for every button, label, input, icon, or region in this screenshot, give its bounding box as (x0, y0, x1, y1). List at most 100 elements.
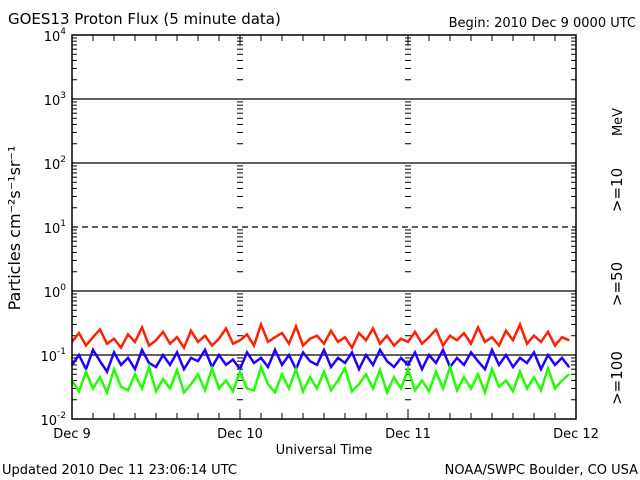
data-point (323, 342, 325, 345)
data-point (442, 344, 444, 347)
data-point (414, 331, 416, 333)
y-tick-label: 102 (44, 155, 66, 173)
data-point (148, 366, 150, 368)
data-point (281, 364, 283, 366)
data-point (225, 327, 227, 330)
data-point (400, 357, 402, 359)
data-point (519, 323, 521, 326)
data-point (127, 333, 129, 336)
data-point (316, 334, 318, 337)
data-point (351, 390, 353, 393)
data-point (351, 351, 353, 354)
data-point (99, 360, 101, 363)
y-tick-label: 100 (44, 283, 67, 301)
data-point (344, 336, 346, 338)
data-point (176, 351, 178, 354)
x-tick-labels: Dec 9 Dec 10 Dec 11 Dec 12 (53, 427, 599, 442)
x-tick-label: Dec 12 (553, 427, 599, 442)
data-point (414, 351, 416, 354)
x-tick-label: Dec 9 (53, 427, 91, 442)
data-point (533, 334, 535, 337)
data-point (505, 379, 507, 382)
data-point (561, 357, 563, 359)
data-point (449, 366, 451, 368)
data-point (197, 360, 199, 363)
data-point (274, 349, 276, 351)
data-point (512, 390, 514, 393)
y-tick-label: 103 (44, 91, 66, 109)
data-point (92, 387, 94, 390)
data-point (435, 328, 437, 331)
data-point (379, 342, 381, 345)
data-point (421, 342, 423, 345)
data-point (428, 354, 430, 356)
data-point (435, 370, 437, 373)
data-point (267, 341, 269, 343)
x-axis-label: Universal Time (276, 443, 373, 458)
data-point (274, 391, 276, 394)
data-point (505, 329, 507, 332)
x-tick-label: Dec 11 (385, 427, 431, 442)
data-point (316, 387, 318, 390)
data-point (155, 390, 157, 393)
series-line-2 (70, 362, 570, 397)
data-point (547, 367, 549, 370)
data-point (239, 339, 241, 342)
data-point (190, 329, 192, 332)
data-point (302, 351, 304, 354)
data-point (407, 364, 409, 366)
source-label: NOAA/SWPC Boulder, CO USA (445, 463, 638, 478)
data-point (295, 325, 297, 328)
data-point (162, 331, 164, 333)
series-lines (70, 320, 570, 397)
data-point (197, 341, 199, 343)
data-point (246, 387, 248, 390)
data-point (491, 368, 493, 370)
data-point (232, 390, 234, 393)
data-point (351, 346, 353, 349)
data-point (456, 389, 458, 392)
data-point (456, 339, 458, 342)
data-point (253, 362, 255, 364)
data-point (547, 354, 549, 356)
data-point (127, 389, 129, 392)
data-point (477, 360, 479, 363)
data-point (547, 331, 549, 333)
data-point (309, 360, 311, 363)
data-point (568, 373, 570, 376)
data-point (491, 336, 493, 338)
data-point (484, 391, 486, 394)
data-point (568, 366, 570, 368)
data-point (386, 391, 388, 394)
data-point (141, 326, 143, 329)
data-point (162, 354, 164, 356)
data-point (281, 332, 283, 334)
data-point (246, 333, 248, 336)
data-point (106, 391, 108, 394)
data-point (113, 368, 115, 370)
x-tick-label: Dec 10 (217, 427, 263, 442)
data-point (407, 341, 409, 343)
data-point (442, 387, 444, 390)
y-tick-label: 10-1 (40, 347, 66, 365)
series-line-0 (71, 320, 570, 351)
data-point (498, 364, 500, 366)
data-point (463, 332, 465, 334)
legend-ge50: >=50 (608, 262, 626, 306)
data-point (260, 366, 262, 368)
data-point (134, 341, 136, 343)
data-point (204, 389, 206, 392)
data-point (372, 327, 374, 330)
data-point (78, 390, 80, 393)
data-point (540, 341, 542, 343)
data-point (302, 390, 304, 393)
data-point (218, 387, 220, 390)
data-point (484, 368, 486, 370)
data-point (372, 364, 374, 366)
data-point (309, 376, 311, 378)
data-point (428, 390, 430, 393)
data-point (526, 362, 528, 364)
data-point (463, 376, 465, 378)
data-point (540, 389, 542, 392)
